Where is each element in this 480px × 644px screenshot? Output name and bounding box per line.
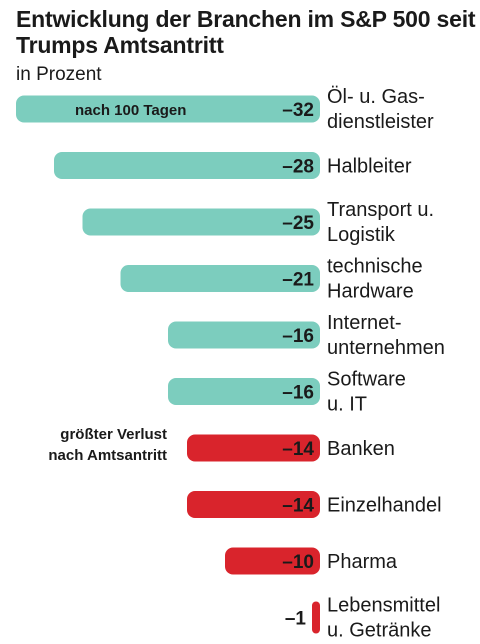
category-label: u. Getränke <box>327 620 432 642</box>
bar <box>312 601 320 634</box>
bar <box>54 152 320 179</box>
annotation-red: nach Amtsantritt <box>48 447 167 464</box>
bar <box>16 95 320 123</box>
bar-value-label: –1 <box>285 609 307 630</box>
category-label: Internet- <box>327 312 401 334</box>
annotation-red: größter Verlust <box>60 426 167 443</box>
category-label: Pharma <box>327 551 398 573</box>
category-label: Öl- u. Gas- <box>327 86 425 108</box>
category-label: Lebensmittel <box>327 595 440 617</box>
category-label: technische <box>327 256 423 278</box>
bar-value-label: –14 <box>282 439 314 460</box>
bar-value-label: –32 <box>282 100 314 121</box>
category-label: Halbleiter <box>327 156 412 178</box>
bar-value-label: –16 <box>282 326 314 347</box>
category-label: u. IT <box>327 394 367 416</box>
chart-title: Entwicklung der Branchen im S&P 500 seit… <box>16 6 476 58</box>
bar-value-label: –10 <box>282 552 314 573</box>
category-label: Logistik <box>327 224 396 246</box>
category-label: Hardware <box>327 281 414 303</box>
bar <box>120 265 320 292</box>
bar-value-label: –14 <box>282 496 314 517</box>
bar <box>187 434 320 462</box>
bar <box>168 321 320 349</box>
bar <box>82 208 320 236</box>
category-label: unternehmen <box>327 337 445 359</box>
bar-value-label: –25 <box>282 213 314 234</box>
bar-value-label: –28 <box>282 157 314 178</box>
category-label: Transport u. <box>327 199 434 221</box>
bar-value-label: –21 <box>282 270 314 291</box>
category-label: Einzelhandel <box>327 495 442 517</box>
annotation-teal: nach 100 Tagen <box>75 102 186 119</box>
category-label: Banken <box>327 438 395 460</box>
category-label: Software <box>327 369 406 391</box>
chart-subtitle: in Prozent <box>16 64 102 85</box>
bar <box>187 491 320 518</box>
bar-value-label: –16 <box>282 383 314 404</box>
bar <box>168 378 320 405</box>
bar <box>225 547 320 575</box>
category-label: dienstleister <box>327 111 434 133</box>
